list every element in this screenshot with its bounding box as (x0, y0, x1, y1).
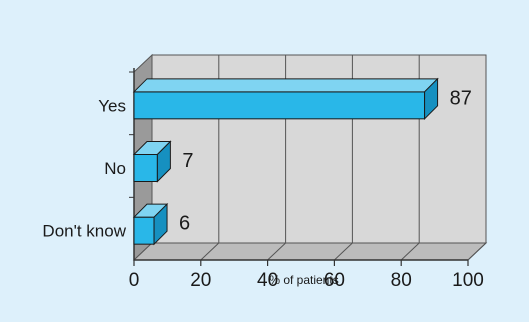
plot-floor (132, 242, 488, 261)
x-tick-label-60: 60 (324, 270, 345, 291)
category-label-no: No (104, 159, 126, 178)
data-label-no: 7 (182, 150, 193, 172)
x-tick-label-0: 0 (129, 270, 140, 291)
bar-no (133, 154, 158, 182)
bar-don-t-know (133, 216, 155, 245)
bar-side-yes (424, 77, 439, 121)
category-label-don-t-know: Don't know (42, 222, 126, 241)
floor-gridline-60 (334, 242, 353, 261)
floor-gridline-100 (467, 242, 487, 261)
category-label-yes: Yes (98, 96, 126, 115)
x-tick-label-80: 80 (391, 270, 412, 291)
bar-side-no (156, 140, 171, 183)
data-label-don-t-know: 6 (179, 213, 190, 235)
x-tick-label-20: 20 (190, 270, 211, 291)
bar-yes (133, 91, 426, 120)
bar-side-don-t-know (153, 202, 168, 246)
floor-gridline-80 (400, 242, 420, 261)
data-label-yes: 87 (450, 87, 472, 109)
floor-gridline-20 (200, 242, 220, 261)
x-axis-title: % of patients (269, 273, 338, 287)
x-tick-label-40: 40 (257, 270, 278, 291)
bar-top-yes (132, 78, 439, 93)
floor-gridline-40 (267, 242, 286, 261)
x-tick-label-100: 100 (452, 270, 484, 291)
